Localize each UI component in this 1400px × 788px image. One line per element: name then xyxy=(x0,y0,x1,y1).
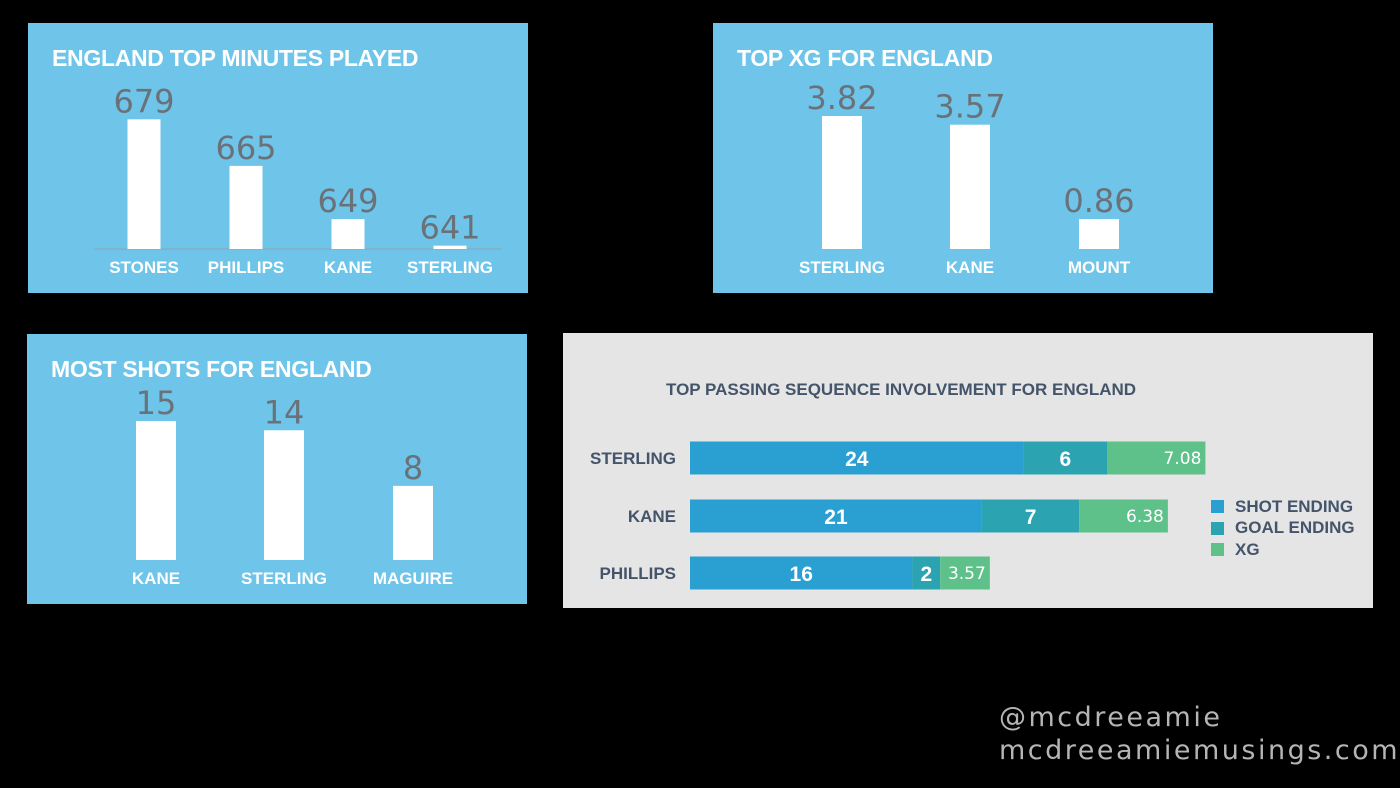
passing-row-label-sterling: STERLING xyxy=(590,449,676,468)
passing-segment-sterling-goal-ending xyxy=(1023,441,1107,475)
passing-segment-phillips-shot-ending xyxy=(690,556,913,590)
legend-swatch-goal-ending xyxy=(1211,521,1224,535)
shots-category-label-maguire: MAGUIRE xyxy=(373,569,453,588)
shots-chart-title: MOST SHOTS FOR ENGLAND xyxy=(51,356,372,382)
passing-stacked-bar-chart: STERLING 24 6 7.08 KANE 21 7 6.38 PHILLIPS 16 2 3.5… xyxy=(590,441,1206,590)
legend-swatch-shot-ending xyxy=(1211,500,1224,514)
passing-segment-kane-xg xyxy=(1079,499,1168,533)
minutes-bar-chart: 679 STONES 665 PHILLIPS 649 KANE 641 STERLING xyxy=(94,82,501,277)
passing-segment-sterling-shot-ending xyxy=(690,441,1024,475)
legend-label-shot-ending: SHOT ENDING xyxy=(1235,496,1354,516)
passing-legend: SHOT ENDING GOAL ENDING XG xyxy=(1211,496,1355,561)
xg-bar-chart: 3.82 STERLING 3.57 KANE 0.86 MOUNT xyxy=(799,79,1135,277)
minutes-category-label-kane: KANE xyxy=(324,258,372,277)
xg-bar-mount xyxy=(1079,219,1119,249)
xg-category-label-sterling: STERLING xyxy=(799,258,885,277)
shots-bar-kane xyxy=(136,421,176,560)
xg-chart-title: TOP XG FOR ENGLAND xyxy=(737,45,993,71)
passing-segment-sterling-xg xyxy=(1107,441,1206,475)
minutes-panel: ENGLAND TOP MINUTES PLAYED 679 STONES 665 P… xyxy=(28,23,528,293)
minutes-value-label-phillips: 665 xyxy=(215,129,276,167)
legend-swatch-xg xyxy=(1211,543,1224,557)
passing-segment-label-kane-xg: 6.38 xyxy=(1126,507,1164,527)
xg-category-label-mount: MOUNT xyxy=(1068,258,1131,277)
legend-item-goal-ending: GOAL ENDING xyxy=(1211,518,1355,540)
shots-value-label-sterling: 14 xyxy=(264,393,305,431)
xg-bar-sterling xyxy=(822,116,862,249)
watermark-handle: @mcdreeamie xyxy=(999,702,1223,733)
minutes-value-label-sterling: 641 xyxy=(419,209,480,247)
passing-segment-phillips-xg xyxy=(940,556,990,590)
passing-segment-label-kane-shot-ending: 21 xyxy=(824,506,848,529)
passing-segment-label-phillips-xg: 3.57 xyxy=(948,564,986,584)
xg-bar-kane xyxy=(950,124,990,249)
minutes-value-label-kane: 649 xyxy=(317,182,378,220)
shots-panel: MOST SHOTS FOR ENGLAND 15 KANE 14 STERLING 8… xyxy=(27,334,527,604)
passing-segment-kane-shot-ending xyxy=(690,499,982,533)
legend-item-shot-ending: SHOT ENDING xyxy=(1211,496,1355,518)
xg-category-label-kane: KANE xyxy=(946,258,994,277)
minutes-category-label-sterling: STERLING xyxy=(407,258,493,277)
shots-bar-sterling xyxy=(264,430,304,560)
minutes-chart-title: ENGLAND TOP MINUTES PLAYED xyxy=(52,45,419,71)
shots-value-label-kane: 15 xyxy=(136,384,177,422)
shots-category-label-kane: KANE xyxy=(132,569,180,588)
minutes-bar-phillips xyxy=(229,165,263,249)
xg-value-label-sterling: 3.82 xyxy=(806,79,877,117)
passing-segment-label-phillips-shot-ending: 16 xyxy=(790,563,813,586)
passing-segment-label-sterling-shot-ending: 24 xyxy=(845,448,869,471)
passing-segment-label-sterling-xg: 7.08 xyxy=(1164,449,1202,469)
passing-row-label-kane: KANE xyxy=(628,507,676,526)
xg-panel: TOP XG FOR ENGLAND 3.82 STERLING 3.57 KANE 0… xyxy=(713,23,1213,293)
passing-chart-title: TOP PASSING SEQUENCE INVOLVEMENT FOR ENG… xyxy=(666,380,1137,399)
legend-label-goal-ending: GOAL ENDING xyxy=(1235,518,1355,538)
shots-bar-maguire xyxy=(393,485,433,560)
shots-bar-chart: 15 KANE 14 STERLING 8 MAGUIRE xyxy=(132,384,453,588)
minutes-bar-stones xyxy=(127,119,161,249)
legend-label-xg: XG xyxy=(1235,539,1260,559)
minutes-category-label-stones: STONES xyxy=(109,258,179,277)
minutes-bar-sterling xyxy=(433,245,467,249)
watermark-site: mcdreeamiemusings.com xyxy=(999,735,1400,766)
shots-value-label-maguire: 8 xyxy=(403,449,423,487)
passing-segment-label-phillips-goal-ending: 2 xyxy=(920,563,932,586)
passing-panel: TOP PASSING SEQUENCE INVOLVEMENT FOR ENG… xyxy=(563,333,1373,608)
passing-segment-kane-goal-ending xyxy=(981,499,1080,533)
xg-value-label-kane: 3.57 xyxy=(934,88,1005,126)
passing-segment-label-sterling-goal-ending: 6 xyxy=(1059,448,1071,471)
passing-segment-phillips-goal-ending xyxy=(912,556,941,590)
xg-value-label-mount: 0.86 xyxy=(1063,182,1134,220)
legend-item-xg: XG xyxy=(1211,539,1355,561)
minutes-value-label-stones: 679 xyxy=(113,82,174,120)
passing-segment-label-kane-goal-ending: 7 xyxy=(1025,506,1037,529)
minutes-category-label-phillips: PHILLIPS xyxy=(208,258,285,277)
minutes-bar-kane xyxy=(331,219,365,249)
shots-category-label-sterling: STERLING xyxy=(241,569,327,588)
passing-row-label-phillips: PHILLIPS xyxy=(599,564,676,583)
